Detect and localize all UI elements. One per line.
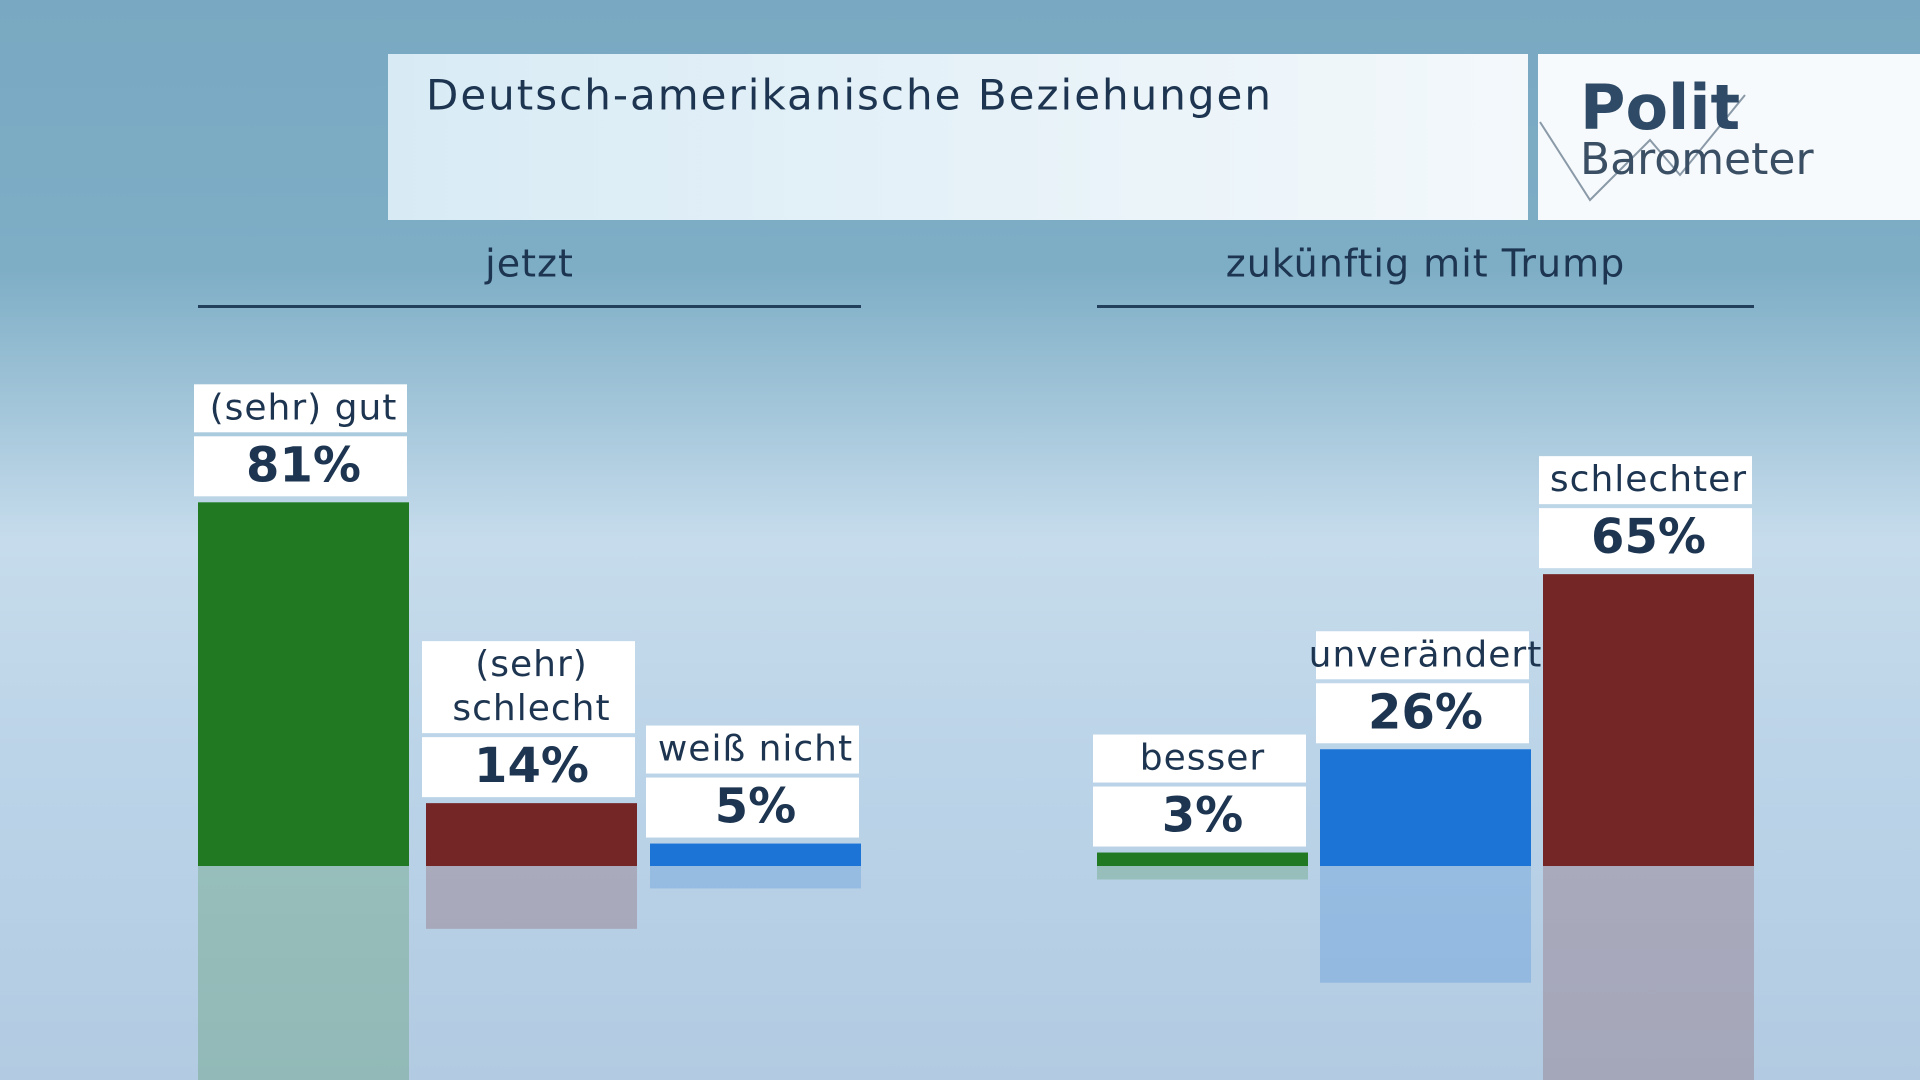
category-label-box [646,725,859,774]
bar [198,502,409,866]
value-label-box [194,436,407,497]
category-label: (sehr) schlecht [452,644,610,729]
bar-reflection [426,866,637,929]
logo-top: Polit [1580,71,1740,144]
category-label-box [1316,631,1529,680]
bar-reflection [1320,866,1531,983]
value-label: 3% [1162,788,1244,844]
panel-rule [1097,305,1754,308]
bar [426,803,637,866]
panel-rule [198,305,861,308]
value-label: 65% [1591,509,1706,565]
category-label-box [1539,456,1752,505]
logo-box [1538,54,1920,220]
value-label: 81% [246,437,361,493]
category-label: besser [1140,738,1265,779]
category-label-box [194,384,407,433]
category-label: unverändert [1309,634,1543,675]
bar-reflection [1097,866,1308,880]
bar [1543,574,1754,866]
value-label-box [646,777,859,838]
category-label: schlechter [1550,459,1747,500]
value-label-box [1316,683,1529,744]
value-label-box [422,737,635,798]
value-label-box [1539,508,1752,569]
value-label: 14% [474,738,589,794]
bar-reflection [198,866,409,1080]
category-label-box [1093,734,1306,783]
value-label: 26% [1368,684,1483,740]
bar [650,843,861,866]
panel-title: zukünftig mit Trump [1226,242,1625,286]
logo-check [1539,94,1746,202]
logo-bottom: Barometer [1580,134,1814,185]
category-label-box [422,641,635,734]
page-title: Deutsch-amerikanische Beziehungen [426,71,1273,120]
panel-title: jetzt [484,242,574,286]
bar-reflection [1543,866,1754,1080]
category-label: weiß nicht [658,729,853,770]
header-box [388,54,1528,220]
bar [1097,852,1308,866]
category-label: (sehr) gut [210,387,398,428]
bar [1320,749,1531,866]
bar-reflection [650,866,861,889]
value-label-box [1093,786,1306,847]
value-label: 5% [715,779,797,835]
